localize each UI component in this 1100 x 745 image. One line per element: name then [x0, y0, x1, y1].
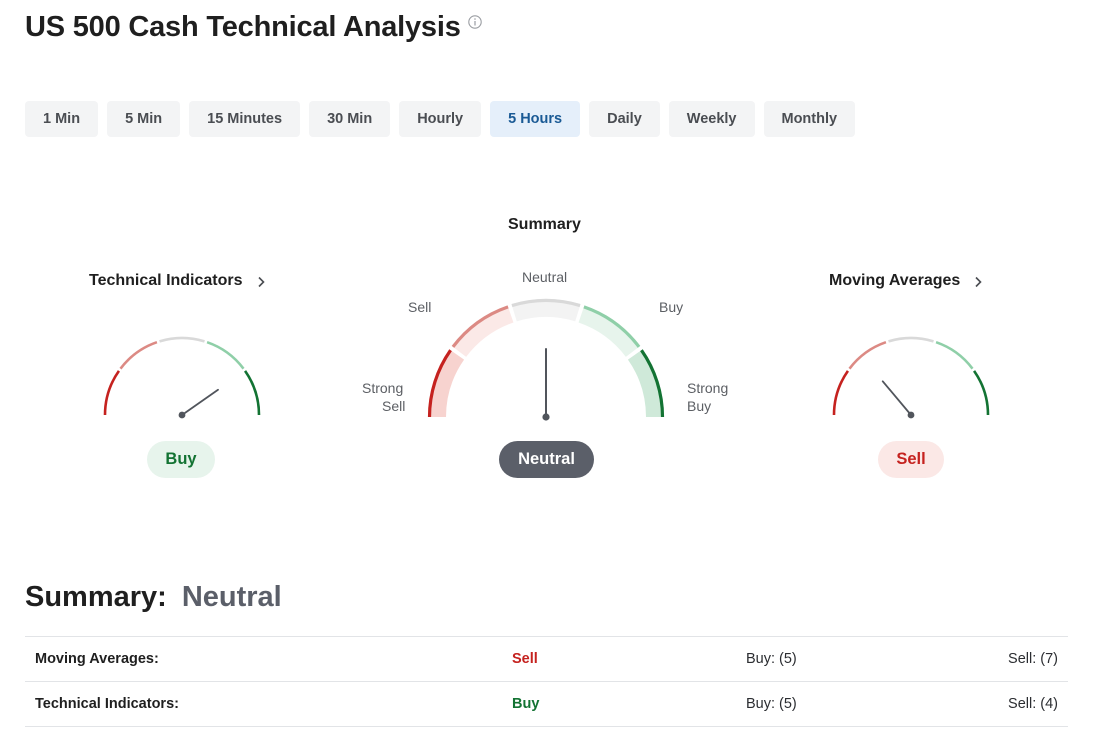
neutral-arc	[159, 336, 205, 343]
sell-arc	[451, 305, 509, 348]
neutral-arc	[888, 336, 934, 343]
strong-sell-arc	[427, 349, 452, 418]
strong-sell-arc	[832, 370, 849, 416]
technical-indicators-gauge	[103, 336, 261, 419]
chevron-right-icon	[257, 275, 265, 288]
overall-summary-label: Summary:	[25, 581, 167, 613]
gauge-label-buy: Buy	[659, 299, 684, 315]
sell-band	[451, 305, 514, 357]
strong-buy-arc	[244, 370, 261, 416]
gauge-label-sell: Sell	[408, 299, 432, 315]
technical-indicators-title: Technical Indicators	[89, 272, 243, 289]
title-row: US 500 Cash Technical Analysis	[25, 8, 482, 46]
gauge-needle	[881, 380, 912, 416]
row-buy-count: Buy: (5)	[746, 696, 797, 712]
strong-sell-band	[428, 349, 465, 417]
table-row: Moving Averages: Sell Buy: (5) Sell: (7)	[25, 637, 1068, 682]
summary-gauge-title: Summary	[508, 216, 581, 233]
tab-1-min[interactable]: 1 Min	[25, 101, 99, 137]
tab-monthly[interactable]: Monthly	[763, 101, 856, 137]
timeframe-tabs: 1 Min 5 Min 15 Minutes 30 Min Hourly 5 H…	[25, 101, 864, 137]
row-buy-count: Buy: (5)	[746, 651, 797, 667]
gauge-needle-pivot	[542, 413, 550, 421]
tab-5-min[interactable]: 5 Min	[107, 101, 181, 137]
neutral-arc	[511, 298, 581, 308]
gauge-needle-pivot	[178, 411, 186, 419]
row-sell-count: Sell: (7)	[1008, 651, 1058, 667]
table-row: Technical Indicators: Buy Buy: (5) Sell:…	[25, 682, 1068, 727]
tab-hourly[interactable]: Hourly	[399, 101, 482, 137]
gauge-needle-pivot	[907, 411, 915, 419]
moving-averages-title: Moving Averages	[829, 272, 961, 289]
gauge-label-strong-buy-line2: Buy	[687, 398, 712, 414]
row-name: Technical Indicators:	[35, 696, 179, 712]
overall-summary: Summary: Neutral	[25, 581, 282, 614]
neutral-band	[511, 299, 581, 322]
tab-daily[interactable]: Daily	[589, 101, 660, 137]
gauge-label-strong-sell-line1: Strong	[362, 380, 404, 396]
moving-averages-result-badge: Sell	[878, 441, 944, 478]
buy-arc	[206, 340, 245, 370]
summary-table: Moving Averages: Sell Buy: (5) Sell: (7)…	[25, 636, 1068, 727]
chevron-right-icon	[974, 275, 982, 288]
buy-arc	[935, 340, 974, 370]
gauge-label-neutral: Neutral	[522, 269, 568, 285]
gauge-label-strong-sell-line2: Sell	[382, 398, 406, 414]
overall-summary-value: Neutral	[181, 581, 282, 613]
gauge-label-strong-buy-line1: Strong	[687, 380, 729, 396]
summary-result-badge: Neutral	[499, 441, 594, 478]
strong-buy-band	[627, 349, 664, 417]
sell-arc	[848, 340, 887, 370]
sell-arc	[119, 340, 158, 370]
row-action: Sell	[512, 651, 538, 667]
buy-arc	[583, 305, 641, 348]
row-name: Moving Averages:	[35, 651, 159, 667]
strong-sell-arc	[103, 370, 120, 416]
row-action: Buy	[512, 696, 540, 712]
moving-averages-gauge	[832, 336, 990, 419]
strong-buy-arc	[973, 370, 990, 416]
summary-gauge	[427, 298, 665, 421]
gauge-needle	[181, 388, 219, 416]
technical-indicators-link[interactable]: Technical Indicators	[89, 272, 265, 290]
strong-buy-arc	[640, 349, 665, 418]
tab-15-minutes[interactable]: 15 Minutes	[189, 101, 301, 137]
info-icon[interactable]	[467, 15, 482, 29]
tab-30-min[interactable]: 30 Min	[309, 101, 391, 137]
tab-5-hours[interactable]: 5 Hours	[490, 101, 581, 137]
row-sell-count: Sell: (4)	[1008, 696, 1058, 712]
buy-band	[578, 305, 641, 357]
tab-weekly[interactable]: Weekly	[668, 101, 755, 137]
technical-indicators-result-badge: Buy	[147, 441, 215, 478]
page-title: US 500 Cash Technical Analysis	[25, 11, 461, 43]
moving-averages-link[interactable]: Moving Averages	[829, 272, 982, 290]
